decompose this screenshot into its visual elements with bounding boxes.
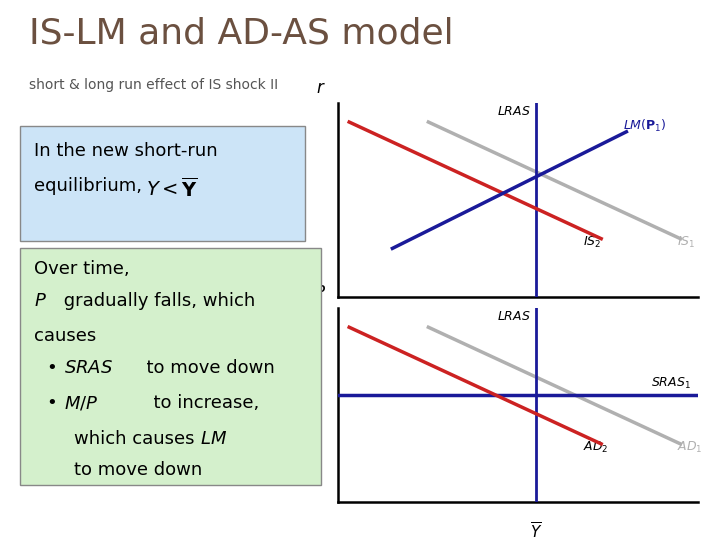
Text: $AD_1$: $AD_1$: [677, 440, 703, 455]
Text: gradually falls, which: gradually falls, which: [58, 292, 255, 310]
Text: to move down: to move down: [74, 461, 203, 480]
Text: $\overline{Y}$: $\overline{Y}$: [530, 522, 543, 540]
Text: $\mathbf{\mathit{Y}}$$ < $$\mathbf{\overline{Y}}$: $\mathbf{\mathit{Y}}$$ < $$\mathbf{\over…: [145, 177, 198, 200]
Text: $LRAS$: $LRAS$: [498, 310, 531, 323]
Text: equilibrium,: equilibrium,: [34, 178, 153, 195]
Text: which causes: which causes: [74, 430, 201, 448]
Text: $\mathbf{\mathit{M/P}}$: $\mathbf{\mathit{M/P}}$: [64, 394, 99, 413]
Text: causes: causes: [34, 327, 96, 345]
Text: •: •: [48, 359, 64, 377]
Text: to increase,: to increase,: [142, 394, 259, 413]
Text: •: •: [48, 394, 64, 413]
Text: $IS_1$: $IS_1$: [677, 235, 695, 250]
Text: IS-LM and AD-AS model: IS-LM and AD-AS model: [29, 16, 454, 50]
Text: $SRAS_1$: $SRAS_1$: [652, 376, 691, 392]
Text: $P_1$: $P_1$: [294, 387, 310, 403]
Text: $\overline{Y}$: $\overline{Y}$: [530, 316, 543, 336]
Text: In the new short-run: In the new short-run: [34, 142, 217, 160]
FancyBboxPatch shape: [20, 248, 322, 485]
FancyBboxPatch shape: [20, 126, 305, 241]
Text: $P$: $P$: [315, 284, 326, 302]
Text: $r$: $r$: [315, 79, 325, 97]
Text: $\mathit{SRAS}$: $\mathit{SRAS}$: [64, 359, 114, 377]
Text: $LM(\mathbf{P}_1)$: $LM(\mathbf{P}_1)$: [623, 118, 667, 134]
Text: short & long run effect of IS shock II: short & long run effect of IS shock II: [29, 78, 278, 92]
Text: $LRAS$: $LRAS$: [498, 105, 531, 118]
Text: $\mathbf{\mathit{P}}$: $\mathbf{\mathit{P}}$: [34, 292, 47, 310]
Text: $AD_2$: $AD_2$: [583, 440, 608, 455]
Text: $\mathit{LM}$: $\mathit{LM}$: [199, 430, 227, 448]
Text: Over time,: Over time,: [34, 260, 130, 278]
Text: to move down: to move down: [135, 359, 275, 377]
Text: $IS_2$: $IS_2$: [583, 235, 601, 250]
